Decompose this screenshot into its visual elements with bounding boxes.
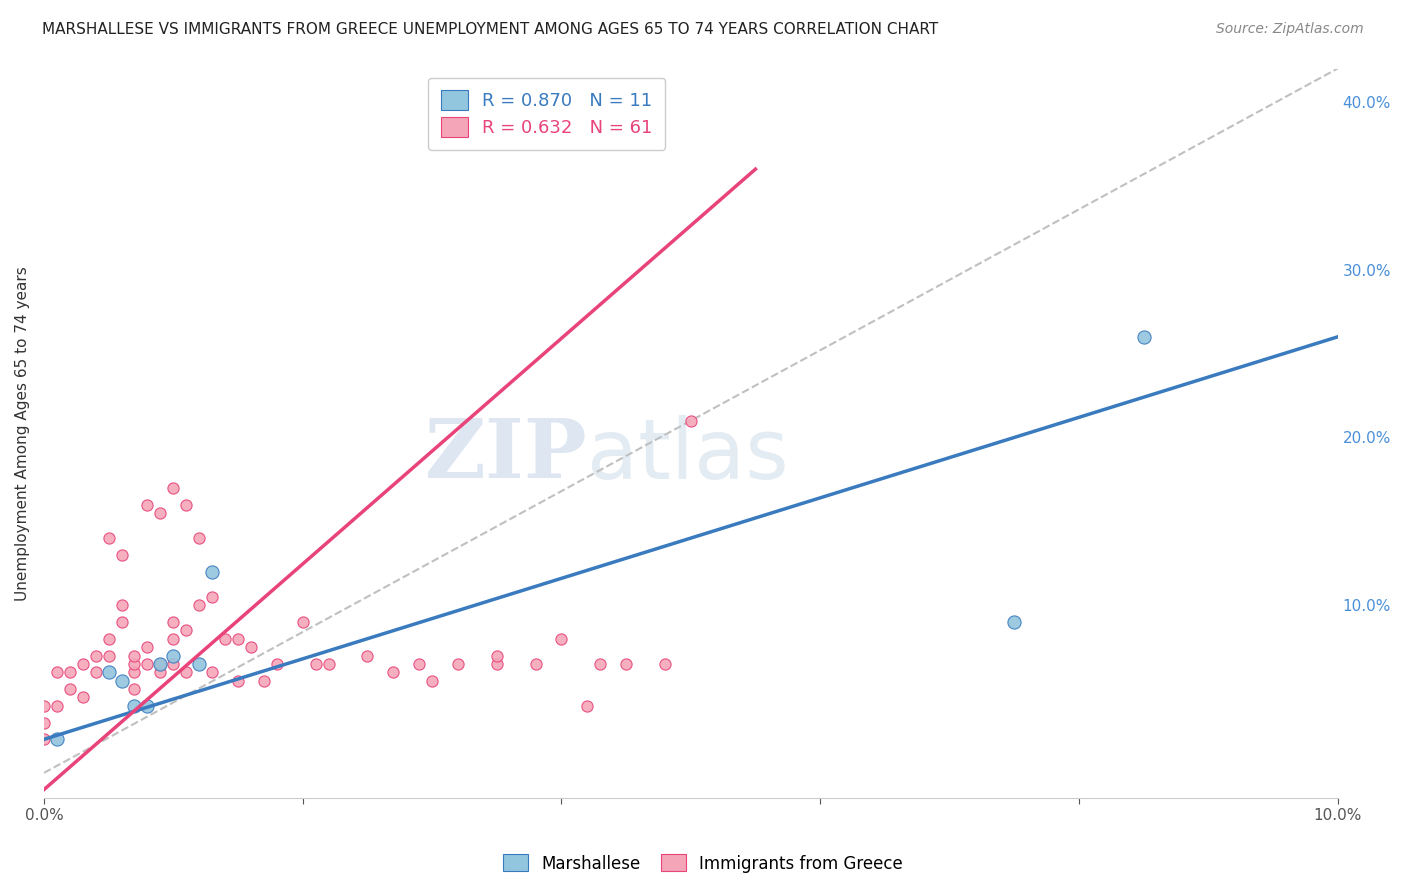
Point xyxy=(1002,615,1025,629)
Point xyxy=(45,732,67,747)
Point xyxy=(614,657,637,671)
Point xyxy=(214,632,236,646)
Point xyxy=(97,531,120,545)
Point xyxy=(226,632,249,646)
Point xyxy=(162,615,184,629)
Point xyxy=(174,498,197,512)
Y-axis label: Unemployment Among Ages 65 to 74 years: Unemployment Among Ages 65 to 74 years xyxy=(15,266,30,600)
Point xyxy=(188,531,211,545)
Point xyxy=(253,673,276,688)
Point xyxy=(266,657,288,671)
Point xyxy=(45,665,67,680)
Point xyxy=(408,657,430,671)
Point xyxy=(149,657,172,671)
Point xyxy=(110,598,132,612)
Point xyxy=(72,690,94,705)
Point xyxy=(124,648,146,663)
Point xyxy=(162,648,184,663)
Point xyxy=(124,657,146,671)
Point xyxy=(318,657,340,671)
Point xyxy=(110,615,132,629)
Point xyxy=(162,657,184,671)
Point xyxy=(291,615,314,629)
Point xyxy=(201,565,224,579)
Legend: Marshallese, Immigrants from Greece: Marshallese, Immigrants from Greece xyxy=(496,847,910,880)
Point xyxy=(59,665,82,680)
Text: ZIP: ZIP xyxy=(425,415,588,495)
Point xyxy=(304,657,326,671)
Point xyxy=(239,640,262,654)
Point xyxy=(654,657,676,671)
Text: Source: ZipAtlas.com: Source: ZipAtlas.com xyxy=(1216,22,1364,37)
Point xyxy=(188,657,211,671)
Point xyxy=(84,648,107,663)
Legend: R = 0.870   N = 11, R = 0.632   N = 61: R = 0.870 N = 11, R = 0.632 N = 61 xyxy=(427,78,665,150)
Point xyxy=(226,673,249,688)
Point xyxy=(124,681,146,696)
Point xyxy=(420,673,443,688)
Point xyxy=(84,665,107,680)
Point xyxy=(201,665,224,680)
Point xyxy=(162,632,184,646)
Point xyxy=(447,657,470,671)
Point xyxy=(136,640,159,654)
Point xyxy=(97,632,120,646)
Point xyxy=(124,665,146,680)
Point xyxy=(32,715,55,730)
Point xyxy=(136,657,159,671)
Point xyxy=(59,681,82,696)
Text: MARSHALLESE VS IMMIGRANTS FROM GREECE UNEMPLOYMENT AMONG AGES 65 TO 74 YEARS COR: MARSHALLESE VS IMMIGRANTS FROM GREECE UN… xyxy=(42,22,938,37)
Point xyxy=(174,665,197,680)
Point xyxy=(45,698,67,713)
Point xyxy=(97,665,120,680)
Point xyxy=(136,498,159,512)
Point xyxy=(524,657,547,671)
Point xyxy=(162,481,184,495)
Point xyxy=(188,598,211,612)
Point xyxy=(1132,330,1154,344)
Point xyxy=(136,698,159,713)
Point xyxy=(110,548,132,562)
Point xyxy=(485,648,508,663)
Point xyxy=(679,414,702,428)
Point xyxy=(356,648,378,663)
Point xyxy=(174,624,197,638)
Point xyxy=(589,657,612,671)
Point xyxy=(382,665,405,680)
Point xyxy=(485,657,508,671)
Text: atlas: atlas xyxy=(588,415,789,496)
Point xyxy=(201,590,224,604)
Point xyxy=(110,673,132,688)
Point xyxy=(149,506,172,520)
Point xyxy=(576,698,599,713)
Point xyxy=(149,665,172,680)
Point xyxy=(32,698,55,713)
Point xyxy=(32,732,55,747)
Point xyxy=(124,698,146,713)
Point xyxy=(550,632,572,646)
Point xyxy=(97,648,120,663)
Point xyxy=(149,657,172,671)
Point xyxy=(72,657,94,671)
